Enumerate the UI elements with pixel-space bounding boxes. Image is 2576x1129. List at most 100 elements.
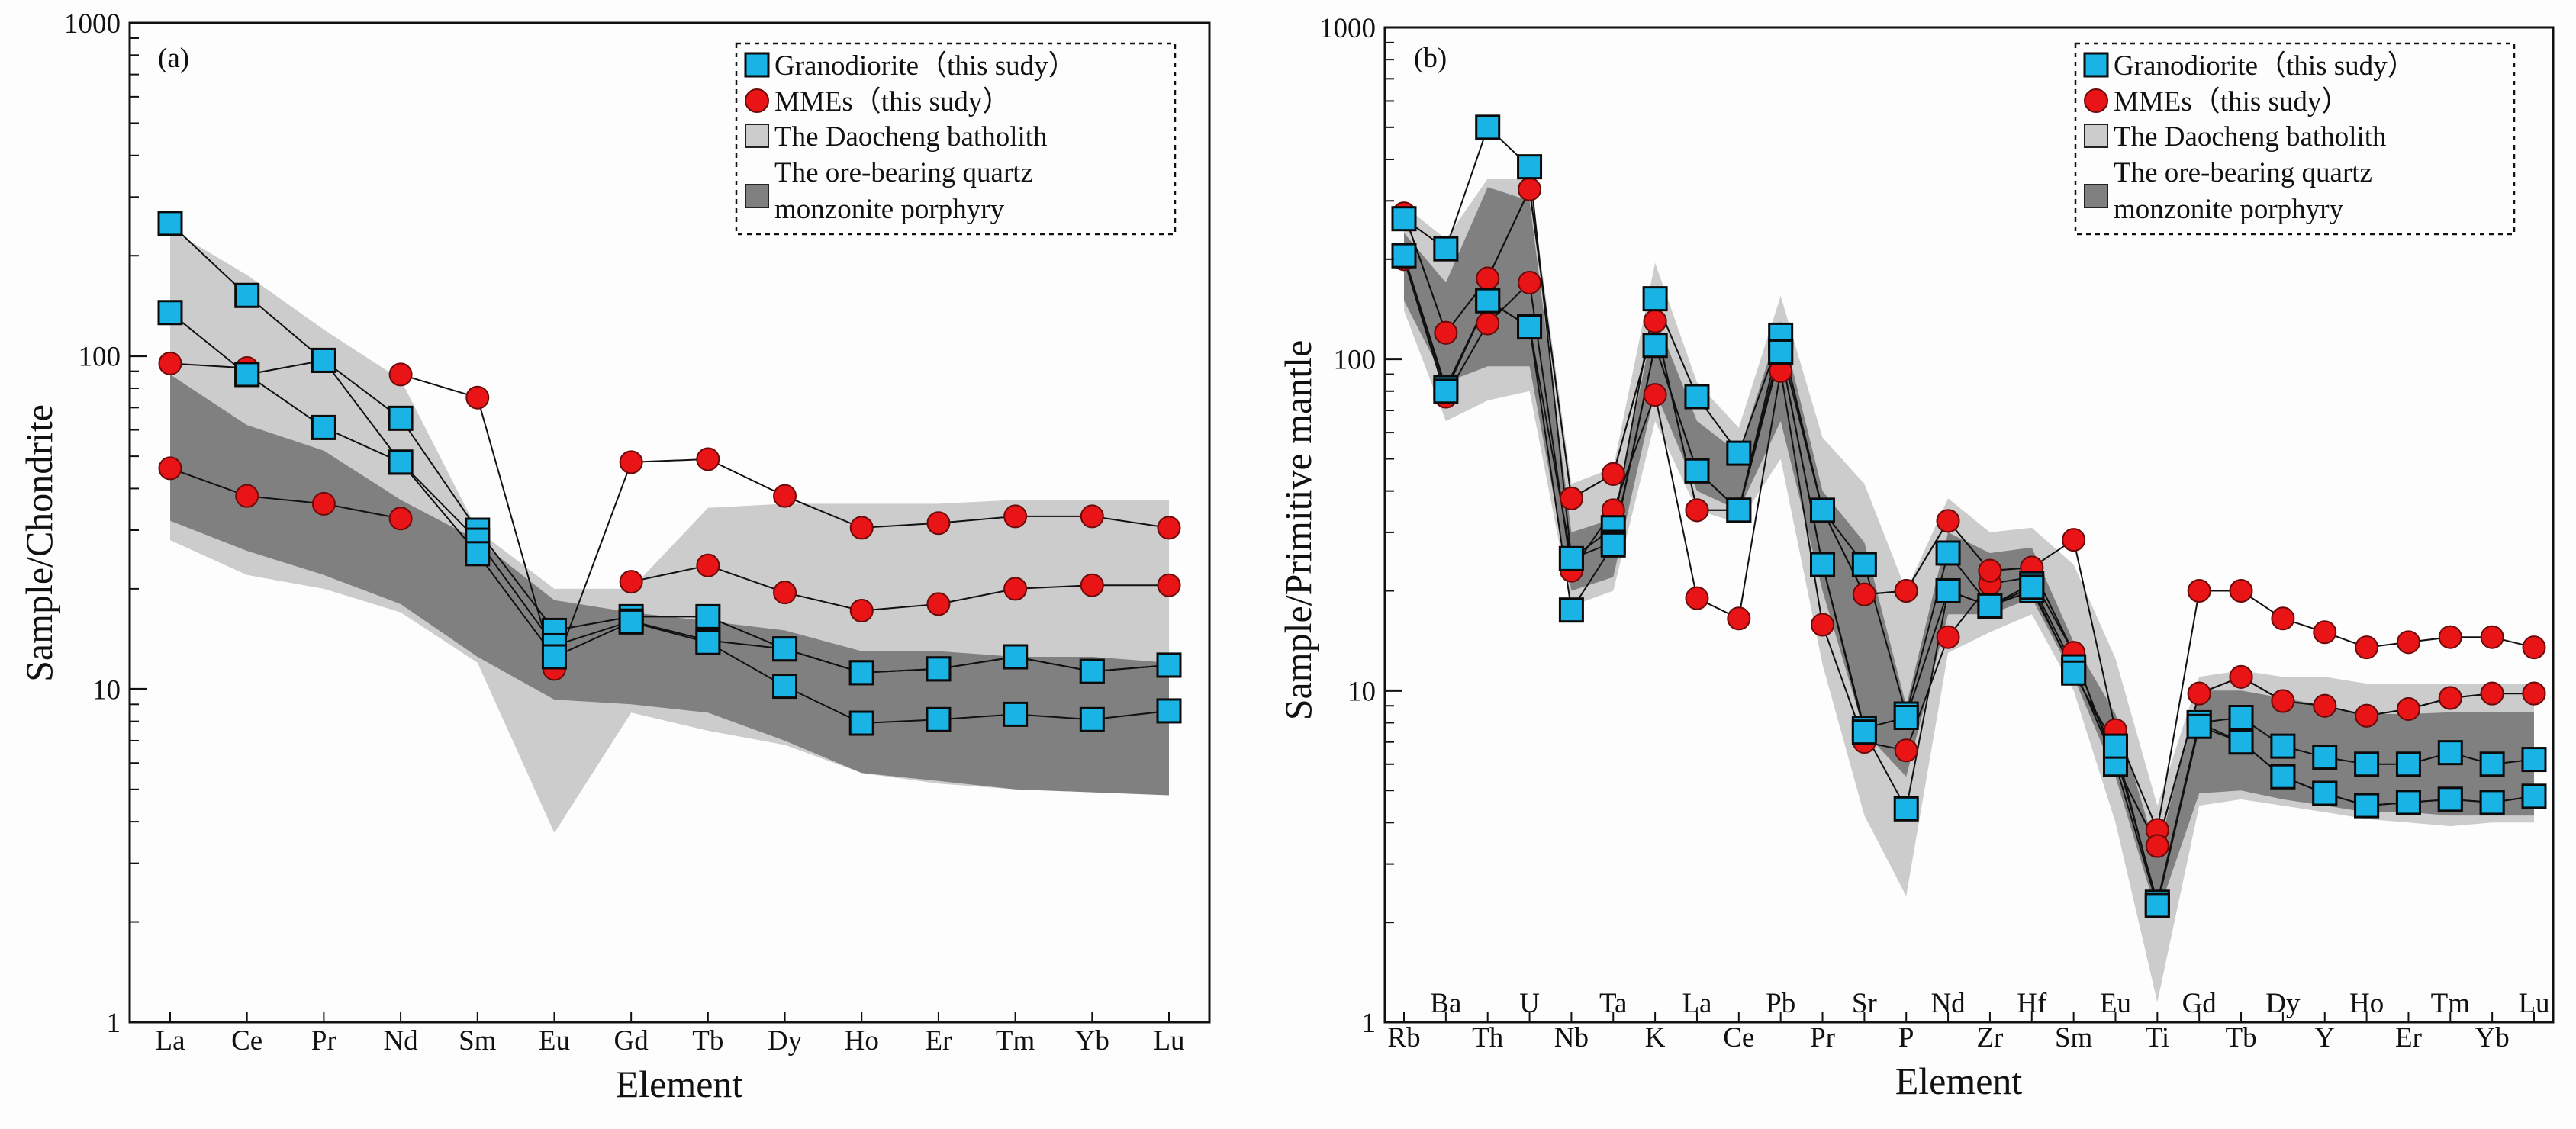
point-mmes-Lu	[2522, 635, 2546, 660]
x-tick-label-La: La	[1682, 988, 1711, 1019]
point-mmes-Th	[1476, 266, 1500, 291]
point-granodiorite-Tb	[695, 629, 721, 655]
series-line-5	[1403, 186, 2534, 848]
point-granodiorite-Ho	[848, 660, 874, 686]
point-mmes-Pr	[311, 491, 336, 516]
point-mmes-Yb	[2480, 681, 2504, 706]
point-mmes-Nd	[1936, 509, 1960, 533]
point-mmes-Er	[2396, 630, 2420, 655]
point-granodiorite-Dy	[2270, 733, 2296, 759]
point-mmes-U	[1518, 270, 1542, 294]
point-granodiorite-K	[1642, 333, 1668, 359]
x-tick-label-Pr: Pr	[311, 1025, 336, 1057]
point-granodiorite-Ba	[1433, 236, 1459, 262]
point-mmes-Ho	[2355, 703, 2379, 728]
plot-frame-b	[1383, 26, 2555, 1024]
x-tick-label-Tm: Tm	[2431, 988, 2471, 1019]
y-tick-label: 1	[1362, 1008, 1377, 1039]
legend-ore-swatch	[2084, 184, 2108, 208]
point-mmes-Dy	[773, 484, 797, 508]
point-granodiorite-Nb	[1558, 597, 1584, 623]
point-granodiorite-Y	[2312, 780, 2338, 806]
point-mmes-Tb	[696, 553, 720, 577]
chart-panel-b: 1 10 100 1000 Rb Ba Th U Nb Ta K La Ce Pb Pr Sr P Nd Zr Hf…	[1277, 13, 2555, 1102]
point-granodiorite-Th	[1475, 114, 1501, 140]
point-granodiorite-Sm	[2061, 660, 2087, 686]
point-granodiorite-Er	[926, 706, 952, 732]
panel-label-a: (a)	[158, 43, 189, 74]
point-mmes-Yb	[2480, 625, 2504, 649]
point-granodiorite-Pr	[311, 347, 336, 373]
point-mmes-K	[1643, 309, 1667, 333]
point-granodiorite-Ce	[234, 282, 260, 308]
series-b	[1391, 114, 2547, 918]
point-granodiorite-Hf	[2019, 574, 2045, 600]
point-mmes-Dy	[2271, 689, 2295, 713]
point-granodiorite-P	[1893, 796, 1919, 822]
x-tick-label-Er: Er	[925, 1025, 952, 1057]
point-granodiorite-Yb	[2479, 751, 2505, 777]
point-granodiorite-Gd	[618, 609, 644, 635]
point-granodiorite-Tm	[1003, 701, 1029, 727]
point-granodiorite-Dy	[772, 674, 798, 700]
point-granodiorite-Pr	[1810, 497, 1836, 523]
y-axis-label-b: Sample/Primitive mantle	[1277, 340, 1319, 721]
point-mmes-Tb	[2229, 664, 2253, 689]
point-mmes-Ti	[2145, 834, 2169, 858]
point-granodiorite-U	[1517, 154, 1543, 180]
x-tick-label-Gd: Gd	[2182, 988, 2217, 1019]
x-tick-label-Gd: Gd	[614, 1025, 649, 1057]
x-tick-label-Ta: Ta	[1599, 988, 1627, 1019]
series-line-1	[169, 312, 1170, 674]
point-granodiorite-Lu	[1156, 652, 1182, 678]
point-mmes-Y	[2313, 693, 2337, 718]
legend-granodiorite-label: Granodiorite（this sudy）	[2114, 50, 2416, 82]
point-granodiorite-Nd	[388, 405, 414, 431]
x-tick-label-Y: Y	[2314, 1022, 2335, 1053]
series-line-4	[169, 467, 1169, 612]
point-mmes-P	[1894, 578, 1918, 603]
y-tick-label: 1	[107, 1008, 121, 1039]
point-mmes-Tm	[2438, 686, 2462, 710]
point-granodiorite-Tb	[2228, 729, 2254, 755]
legend-mmes-label: MMEs（this sudy）	[2114, 86, 2349, 117]
point-granodiorite-Gd	[2186, 713, 2212, 739]
point-mmes-Ce	[1727, 606, 1751, 631]
y-tick-label: 1000	[1319, 13, 1376, 44]
series-line-0	[1403, 126, 2535, 903]
point-granodiorite-Er	[2395, 751, 2421, 777]
point-mmes-Ta	[1601, 462, 1625, 486]
point-granodiorite-U	[1517, 314, 1543, 340]
point-granodiorite-Lu	[2521, 747, 2547, 773]
point-granodiorite-Tm	[1003, 644, 1029, 670]
point-granodiorite-P	[1893, 705, 1919, 731]
panel-label-b: (b)	[1414, 43, 1447, 74]
legend-daocheng-swatch	[2084, 124, 2108, 148]
point-granodiorite-Er	[926, 656, 952, 682]
x-tick-label-Ce: Ce	[231, 1025, 262, 1057]
point-granodiorite-Nd	[1935, 540, 1961, 566]
point-granodiorite-Nd	[388, 449, 414, 475]
point-mmes-Th	[1476, 311, 1500, 336]
point-granodiorite-Tb	[2228, 705, 2254, 731]
legend-ore-label-line1: The ore-bearing quartz	[774, 157, 1033, 188]
series-a	[157, 211, 1182, 736]
point-mmes-Tm	[1003, 504, 1028, 529]
point-mmes-Ho	[849, 598, 874, 622]
series-markers	[157, 211, 1182, 736]
x-tick-label-Tm: Tm	[996, 1025, 1035, 1057]
point-granodiorite-Zr	[1977, 593, 2003, 619]
x-tick-label-Tb: Tb	[2225, 1022, 2256, 1053]
point-granodiorite-Dy	[772, 636, 798, 662]
x-tick-label-Ho: Ho	[845, 1025, 879, 1057]
x-axis-label-b: Element	[1895, 1060, 2023, 1102]
x-tick-label-Ti: Ti	[2146, 1022, 2170, 1053]
point-granodiorite-Nb	[1558, 545, 1584, 571]
point-mmes-La	[1685, 498, 1709, 523]
point-granodiorite-Dy	[2270, 764, 2296, 790]
point-granodiorite-Rb	[1391, 206, 1417, 232]
point-granodiorite-Nd	[1935, 577, 1961, 603]
point-granodiorite-La	[1684, 384, 1710, 410]
